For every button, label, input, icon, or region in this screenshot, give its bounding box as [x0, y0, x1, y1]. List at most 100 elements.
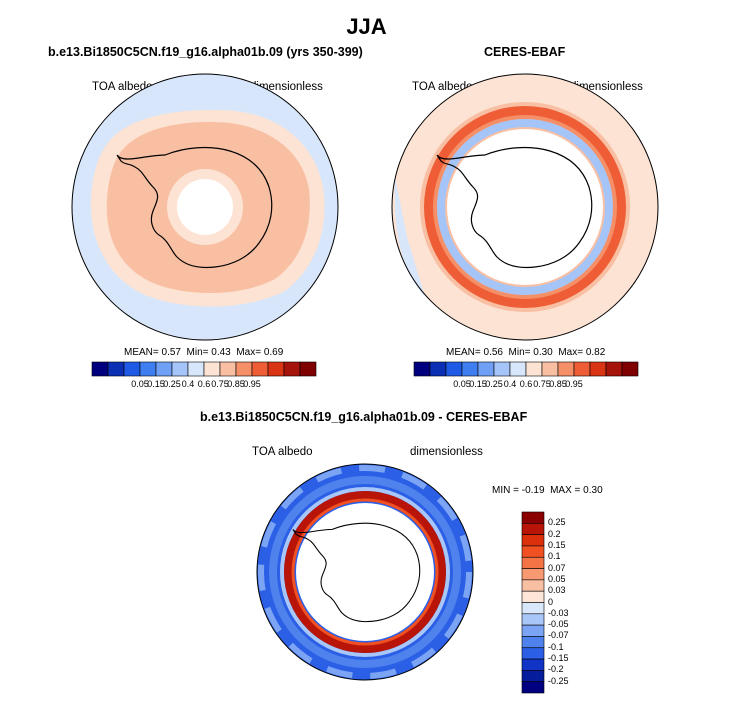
colorbar-swatch [251, 361, 269, 377]
colorbar-swatch [521, 647, 545, 660]
colorbar-swatch [521, 579, 545, 592]
colorbar-tick-label: 0.2 [548, 528, 561, 539]
colorbar-swatch [493, 361, 511, 377]
min-label: MIN = [492, 485, 519, 496]
colorbar-tick-label: 0.95 [565, 379, 583, 389]
colorbar-tick-label: 0.05 [548, 573, 566, 584]
obs-albedo-map [391, 73, 659, 341]
mean-label: MEAN= [124, 347, 159, 358]
albedo-low-ring [437, 119, 613, 295]
colorbar-swatch [413, 361, 431, 377]
colorbar-tick-label: 0.85 [549, 379, 567, 389]
colorbar-swatch [521, 545, 545, 558]
colorbar-swatch [267, 361, 285, 377]
albedo-missing-center [447, 129, 603, 285]
model-albedo-map [71, 73, 339, 341]
colorbar-swatch [521, 534, 545, 547]
colorbar-tick-label: -0.03 [548, 607, 569, 618]
albedo-high-ring [424, 106, 626, 308]
mean-value: 0.56 [483, 347, 503, 358]
colorbar-tick-label: 0.03 [548, 585, 566, 596]
colorbar-swatch [107, 361, 125, 377]
diff-albedo-map [256, 463, 474, 681]
max-label: Max= [558, 347, 584, 358]
colorbar-swatch [541, 361, 559, 377]
colorbar-swatch [299, 361, 317, 377]
colorbar-swatch [521, 523, 545, 535]
map-boundary [391, 73, 659, 341]
min-value: -0.19 [521, 485, 545, 496]
max-value: 0.69 [263, 347, 284, 358]
colorbar-swatch [525, 361, 543, 377]
colorbar-swatch [521, 636, 545, 649]
diff-stats: MIN = -0.19 MAX = 0.30 [492, 485, 603, 496]
colorbar-swatch [521, 568, 545, 581]
colorbar-tick-label: 0.15 [147, 379, 165, 389]
colorbar-swatch [521, 613, 545, 626]
colorbar-swatch [187, 361, 205, 377]
colorbar-swatch [621, 361, 639, 377]
colorbar-swatch [171, 361, 189, 377]
colorbar-tick-label: 0.07 [548, 562, 566, 573]
diff-missing-center [296, 503, 434, 641]
colorbar-swatch [605, 361, 623, 377]
diff-dark-red-ring [284, 491, 446, 653]
colorbar-tick-label: -0.25 [548, 675, 569, 686]
min-value: 0.43 [211, 347, 231, 358]
obs-panel-title: CERES-EBAF [484, 45, 566, 59]
colorbar-tick-label: 0.25 [163, 379, 181, 389]
diff-variable-label: TOA albedo [252, 446, 313, 458]
model-stats: MEAN= 0.57 Min= 0.43 Max= 0.69 [124, 347, 283, 358]
colorbar-tick-label: 0.85 [227, 379, 245, 389]
map-boundary [71, 73, 339, 341]
albedo-missing-center [177, 179, 233, 235]
colorbar-swatch [521, 670, 545, 682]
colorbar-swatch [521, 556, 545, 569]
colorbar-swatch [283, 361, 301, 377]
diff-light-blue-patches [258, 465, 472, 679]
colorbar-tick-label: 0.75 [211, 379, 229, 389]
colorbar-swatch [521, 624, 545, 637]
colorbar-swatch [429, 361, 447, 377]
colorbar-swatch [445, 361, 463, 377]
obs-variable-label: TOA albedo [412, 81, 473, 93]
colorbar-swatch [557, 361, 575, 377]
diff-pale-blue-ring [280, 487, 450, 657]
min-value: 0.30 [533, 347, 553, 358]
colorbar-swatch [521, 590, 545, 603]
colorbar-swatch [139, 361, 157, 377]
colorbar-tick-label: 0.1 [548, 551, 561, 562]
colorbar-swatch [521, 511, 545, 524]
colorbar-swatch [91, 361, 109, 377]
colorbar-swatch [521, 602, 545, 615]
colorbar-tick-label: 0.15 [548, 539, 566, 550]
mean-label: MEAN= [446, 347, 481, 358]
obs-stats: MEAN= 0.56 Min= 0.30 Max= 0.82 [446, 347, 605, 358]
max-label: MAX = [550, 485, 581, 496]
min-label: Min= [508, 347, 531, 358]
diff-red-inner-ring [291, 498, 439, 646]
colorbar-tick-label: 0.4 [181, 379, 195, 389]
colorbar-tick-label: 0.4 [503, 379, 517, 389]
colorbar-tick-label: -0.15 [548, 653, 569, 664]
colorbar-swatch [155, 361, 173, 377]
diff-panel-title: b.e13.Bi1850C5CN.f19_g16.alpha01b.09 - C… [200, 410, 528, 424]
obs-colorbar [413, 361, 639, 377]
colorbar-swatch [203, 361, 221, 377]
model-panel-title: b.e13.Bi1850C5CN.f19_g16.alpha01b.09 (yr… [48, 45, 363, 59]
max-value: 0.82 [585, 347, 606, 358]
colorbar-tick-label: 0.05 [453, 379, 471, 389]
colorbar-swatch [477, 361, 495, 377]
colorbar-swatch [219, 361, 237, 377]
colorbar-tick-label: 0.15 [469, 379, 487, 389]
colorbar-swatch [521, 658, 545, 671]
colorbar-swatch [573, 361, 591, 377]
model-variable-label: TOA albedo [92, 81, 153, 93]
colorbar-tick-label: 0 [548, 596, 554, 607]
colorbar-swatch [521, 681, 545, 694]
colorbar-tick-label: 0.05 [131, 379, 149, 389]
model-colorbar [91, 361, 317, 377]
albedo-mid-ring [433, 115, 617, 299]
colorbar-tick-label: 0.6 [519, 379, 533, 389]
